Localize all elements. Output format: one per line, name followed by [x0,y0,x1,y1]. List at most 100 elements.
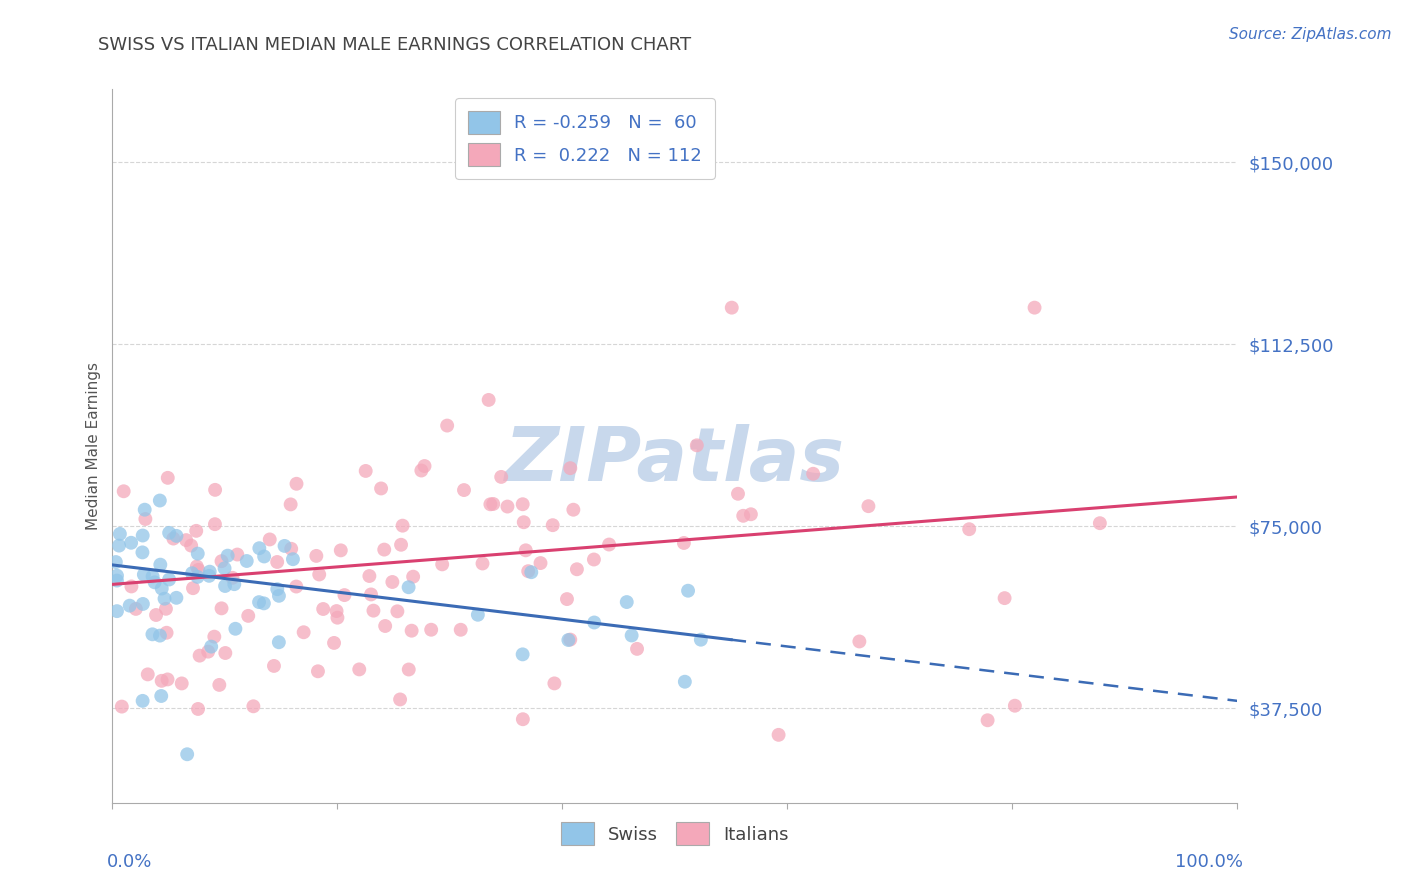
Y-axis label: Median Male Earnings: Median Male Earnings [86,362,101,530]
Point [156,471,179,485]
Point [432,558,454,572]
Point [211,554,233,568]
Point [1024,301,1046,315]
Point [155,602,177,616]
Point [242,699,264,714]
Point [471,557,494,571]
Point [131,545,153,559]
Point [467,607,489,622]
Point [202,630,225,644]
Point [162,532,184,546]
Point [181,566,204,581]
Point [273,539,295,553]
Point [217,549,239,563]
Point [247,595,270,609]
Point [150,673,173,688]
Point [104,555,127,569]
Point [370,482,392,496]
Point [768,728,790,742]
Point [198,565,221,579]
Point [157,525,180,540]
Point [224,622,246,636]
Point [198,569,221,583]
Point [105,574,128,588]
Point [598,537,620,551]
Point [186,524,208,538]
Point [263,659,285,673]
Point [176,747,198,762]
Point [402,569,425,583]
Point [266,582,288,596]
Point [280,497,302,511]
Point [200,640,222,654]
Point [105,568,128,582]
Point [150,689,173,703]
Point [957,522,980,536]
Point [496,500,519,514]
Point [848,634,870,648]
Point [560,461,582,475]
Point [555,592,578,607]
Point [204,483,226,497]
Point [994,591,1017,606]
Text: SWISS VS ITALIAN MEDIAN MALE EARNINGS CORRELATION CHART: SWISS VS ITALIAN MEDIAN MALE EARNINGS CO… [98,36,692,54]
Point [307,665,329,679]
Point [620,628,643,642]
Point [308,567,330,582]
Point [285,580,308,594]
Point [149,558,172,572]
Point [165,591,187,605]
Point [543,676,565,690]
Point [259,533,281,547]
Point [858,499,880,513]
Point [1004,698,1026,713]
Point [329,543,352,558]
Point [529,556,551,570]
Point [333,588,356,602]
Text: Source: ZipAtlas.com: Source: ZipAtlas.com [1229,27,1392,42]
Point [482,497,505,511]
Point [373,542,395,557]
Point [112,484,135,499]
Point [118,599,141,613]
Point [134,502,156,516]
Point [413,458,436,473]
Point [247,541,270,556]
Point [145,607,167,622]
Point [354,464,377,478]
Point [323,636,346,650]
Point [512,712,534,726]
Point [125,602,148,616]
Point [436,418,458,433]
Point [672,536,695,550]
Point [489,470,512,484]
Point [326,610,349,624]
Point [387,604,409,618]
Point [120,579,142,593]
Point [120,535,142,549]
Point [565,562,588,576]
Point [150,582,173,596]
Point [349,662,371,676]
Point [108,527,131,541]
Point [108,539,131,553]
Point [363,604,385,618]
Point [411,463,433,477]
Point [801,467,824,481]
Point [557,633,579,648]
Point [235,554,257,568]
Point [325,604,347,618]
Point [141,627,163,641]
Point [253,596,276,610]
Point [204,517,226,532]
Point [512,648,534,662]
Point [238,608,260,623]
Point [515,543,537,558]
Point [686,438,709,452]
Point [157,573,180,587]
Point [420,623,443,637]
Point [582,552,605,566]
Point [142,569,165,583]
Point [541,518,564,533]
Point [1088,516,1111,531]
